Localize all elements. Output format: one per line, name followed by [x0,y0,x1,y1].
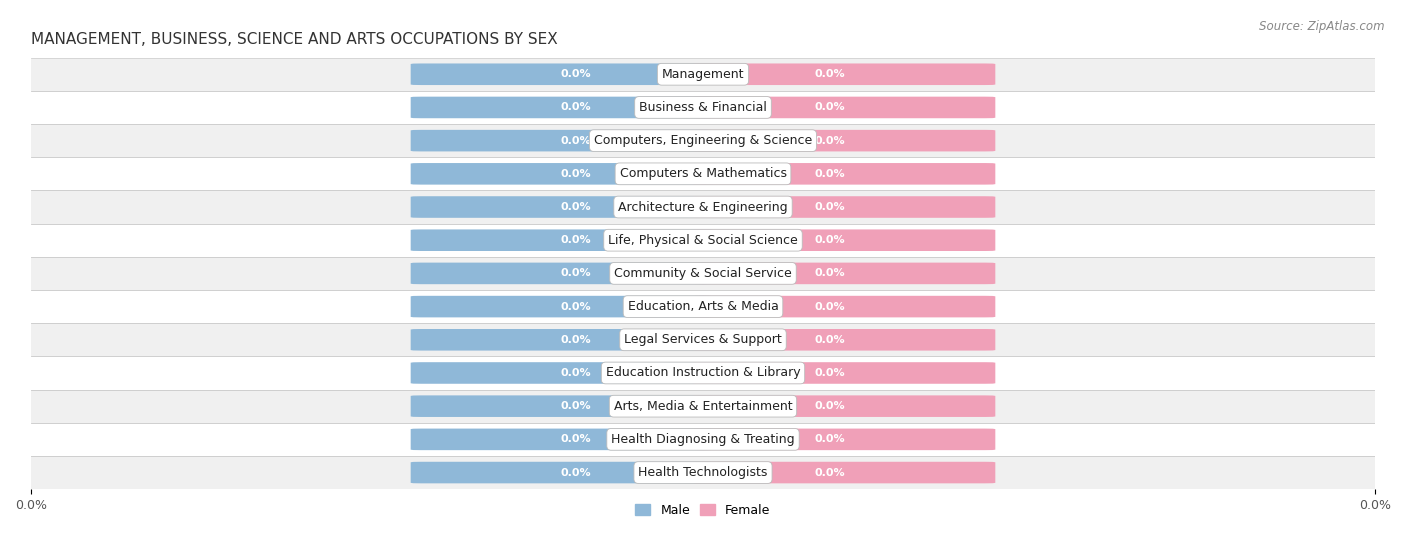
Text: Legal Services & Support: Legal Services & Support [624,333,782,346]
Text: Health Technologists: Health Technologists [638,466,768,479]
FancyBboxPatch shape [411,196,713,218]
FancyBboxPatch shape [693,97,995,119]
FancyBboxPatch shape [411,329,713,350]
Text: 0.0%: 0.0% [561,401,592,411]
FancyBboxPatch shape [411,429,713,450]
Text: 0.0%: 0.0% [561,335,592,345]
Text: 0.0%: 0.0% [561,202,592,212]
Text: Community & Social Service: Community & Social Service [614,267,792,280]
Text: 0.0%: 0.0% [814,136,845,146]
FancyBboxPatch shape [411,296,713,318]
Text: 0.0%: 0.0% [814,169,845,179]
Text: Architecture & Engineering: Architecture & Engineering [619,201,787,214]
Text: 0.0%: 0.0% [814,102,845,112]
Bar [31,390,1375,423]
FancyBboxPatch shape [411,97,713,119]
Text: 0.0%: 0.0% [561,169,592,179]
FancyBboxPatch shape [411,362,713,384]
Text: 0.0%: 0.0% [561,268,592,278]
Text: Management: Management [662,68,744,80]
Text: 0.0%: 0.0% [814,368,845,378]
Text: 0.0%: 0.0% [814,434,845,444]
FancyBboxPatch shape [693,130,995,151]
Text: 0.0%: 0.0% [561,434,592,444]
Bar [31,456,1375,489]
FancyBboxPatch shape [411,395,713,417]
Text: 0.0%: 0.0% [814,202,845,212]
Text: Computers & Mathematics: Computers & Mathematics [620,167,786,181]
Text: Education Instruction & Library: Education Instruction & Library [606,367,800,380]
Text: MANAGEMENT, BUSINESS, SCIENCE AND ARTS OCCUPATIONS BY SEX: MANAGEMENT, BUSINESS, SCIENCE AND ARTS O… [31,32,558,47]
Text: 0.0%: 0.0% [561,235,592,245]
Legend: Male, Female: Male, Female [630,499,776,522]
FancyBboxPatch shape [693,395,995,417]
Text: Education, Arts & Media: Education, Arts & Media [627,300,779,313]
FancyBboxPatch shape [693,296,995,318]
FancyBboxPatch shape [693,196,995,218]
FancyBboxPatch shape [411,130,713,151]
Bar [31,323,1375,357]
Bar [31,290,1375,323]
FancyBboxPatch shape [693,263,995,284]
Text: 0.0%: 0.0% [814,235,845,245]
FancyBboxPatch shape [693,362,995,384]
Text: 0.0%: 0.0% [814,335,845,345]
Text: 0.0%: 0.0% [561,102,592,112]
Text: 0.0%: 0.0% [814,302,845,311]
Text: 0.0%: 0.0% [814,467,845,477]
Text: 0.0%: 0.0% [814,69,845,79]
Bar [31,423,1375,456]
Bar [31,257,1375,290]
FancyBboxPatch shape [411,163,713,184]
Text: 0.0%: 0.0% [561,69,592,79]
Bar [31,157,1375,191]
FancyBboxPatch shape [693,429,995,450]
Text: Computers, Engineering & Science: Computers, Engineering & Science [593,134,813,147]
FancyBboxPatch shape [693,163,995,184]
Text: 0.0%: 0.0% [561,467,592,477]
FancyBboxPatch shape [693,329,995,350]
Bar [31,91,1375,124]
Text: Life, Physical & Social Science: Life, Physical & Social Science [609,234,797,247]
Bar [31,224,1375,257]
Text: 0.0%: 0.0% [814,268,845,278]
FancyBboxPatch shape [411,462,713,484]
Text: Business & Financial: Business & Financial [640,101,766,114]
Bar [31,357,1375,390]
Text: 0.0%: 0.0% [561,136,592,146]
Text: Health Diagnosing & Treating: Health Diagnosing & Treating [612,433,794,446]
FancyBboxPatch shape [411,64,713,85]
FancyBboxPatch shape [693,229,995,251]
Bar [31,191,1375,224]
Text: 0.0%: 0.0% [561,302,592,311]
Text: Source: ZipAtlas.com: Source: ZipAtlas.com [1260,20,1385,32]
Text: Arts, Media & Entertainment: Arts, Media & Entertainment [613,400,793,413]
FancyBboxPatch shape [693,462,995,484]
Text: 0.0%: 0.0% [814,401,845,411]
Bar [31,58,1375,91]
Text: 0.0%: 0.0% [561,368,592,378]
FancyBboxPatch shape [411,229,713,251]
Bar [31,124,1375,157]
FancyBboxPatch shape [693,64,995,85]
FancyBboxPatch shape [411,263,713,284]
